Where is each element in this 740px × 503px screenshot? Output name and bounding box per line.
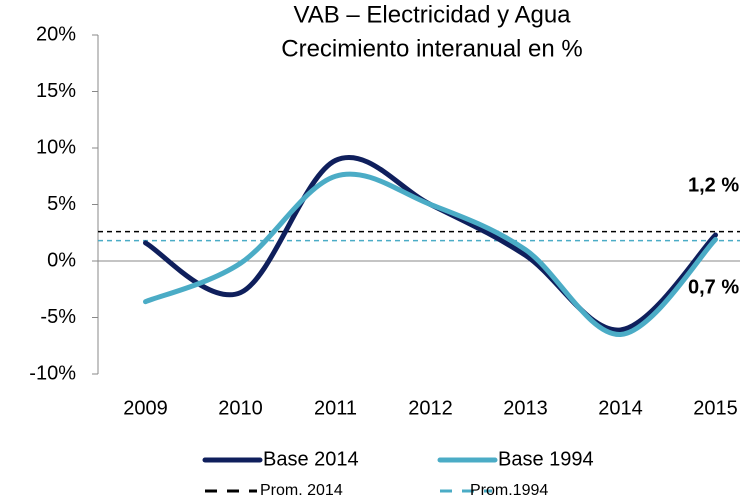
x-tick-label: 2010 bbox=[218, 397, 263, 419]
y-tick-label: 15% bbox=[36, 80, 76, 102]
y-tick-label: 10% bbox=[36, 136, 76, 158]
chart-title: VAB – Electricidad y Agua bbox=[293, 1, 571, 28]
series-line bbox=[143, 171, 718, 337]
legend-label: Prom. 2014 bbox=[260, 482, 343, 499]
x-tick-label: 2011 bbox=[314, 397, 357, 419]
annotation: 0,7 % bbox=[688, 276, 739, 298]
y-tick-label: 20% bbox=[36, 23, 76, 45]
chart-subtitle: Crecimiento interanual en % bbox=[281, 35, 583, 62]
y-tick-label: -5% bbox=[40, 306, 76, 328]
y-tick-label: -10% bbox=[29, 362, 76, 384]
x-tick-label: 2012 bbox=[408, 397, 453, 419]
x-tick-label: 2015 bbox=[693, 397, 738, 419]
legend-label: Prom.1994 bbox=[470, 482, 548, 499]
series-line bbox=[143, 154, 718, 333]
x-tick-label: 2013 bbox=[503, 397, 548, 419]
y-tick-label: 0% bbox=[47, 249, 76, 271]
x-tick-label: 2014 bbox=[598, 397, 643, 419]
annotation: 1,2 % bbox=[688, 174, 739, 196]
y-tick-label: 5% bbox=[47, 193, 76, 215]
legend-label: Base 2014 bbox=[263, 448, 359, 470]
legend-label: Base 1994 bbox=[498, 448, 594, 470]
x-tick-label: 2009 bbox=[123, 397, 168, 419]
